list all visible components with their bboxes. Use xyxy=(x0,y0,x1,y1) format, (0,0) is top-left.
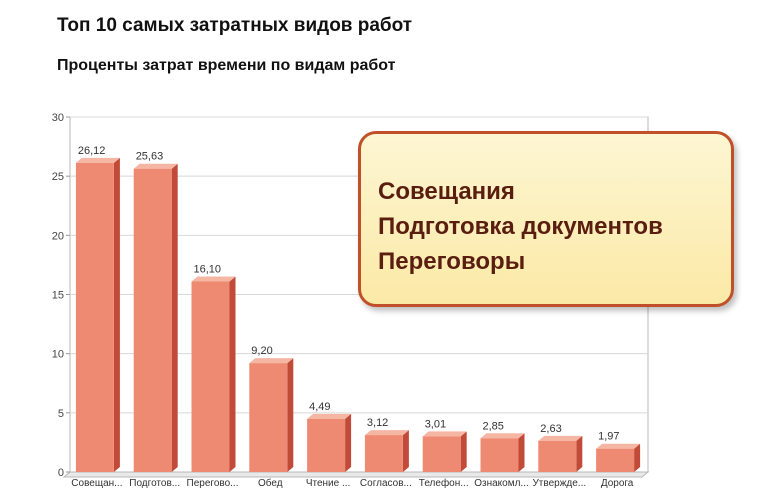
data-label: 2,85 xyxy=(483,420,504,432)
bar-side xyxy=(229,276,236,472)
bar-top xyxy=(307,413,352,419)
bar-top xyxy=(133,163,178,169)
y-tick-label: 15 xyxy=(52,290,64,302)
bar-top xyxy=(596,443,641,449)
x-tick-label: Дорога xyxy=(601,478,634,489)
bar-side xyxy=(113,157,120,472)
y-tick-label: 25 xyxy=(52,171,64,183)
bar-side xyxy=(460,431,467,472)
callout-line-documents: Подготовка документов xyxy=(378,213,663,240)
data-label: 1,97 xyxy=(598,431,619,443)
bar xyxy=(307,418,346,472)
bar xyxy=(75,162,114,472)
bar xyxy=(538,440,577,472)
data-label: 2,63 xyxy=(540,423,561,435)
data-label: 26,12 xyxy=(78,145,106,157)
bar xyxy=(422,436,461,472)
bar-side xyxy=(518,433,525,472)
data-label: 3,12 xyxy=(367,417,388,429)
bar-top xyxy=(75,157,120,163)
bar xyxy=(249,363,288,472)
highlight-callout: Совещания Подготовка документов Перегово… xyxy=(358,131,734,307)
bar-top xyxy=(422,431,467,437)
bar xyxy=(364,435,403,472)
bar-top xyxy=(364,430,409,436)
x-tick-label: Ознакомл... xyxy=(474,478,529,489)
bar-side xyxy=(345,413,352,472)
x-tick-label: Обед xyxy=(258,477,283,489)
bar xyxy=(596,448,635,472)
bar-top xyxy=(249,358,294,364)
chart-subtitle: Проценты затрат времени по видам работ xyxy=(57,57,396,74)
bar xyxy=(191,281,230,472)
y-tick-label: 5 xyxy=(58,408,64,420)
x-tick-label: Перегово... xyxy=(187,478,239,489)
chart-title: Топ 10 самых затратных видов работ xyxy=(57,15,413,36)
bar xyxy=(133,168,172,472)
x-tick-label: Согласов... xyxy=(360,478,412,489)
callout-line-negotiations: Переговоры xyxy=(378,248,526,275)
data-label: 16,10 xyxy=(194,263,222,275)
bar-side xyxy=(576,435,583,472)
y-tick-label: 20 xyxy=(52,230,64,242)
y-tick-label: 10 xyxy=(52,349,64,361)
x-tick-label: Чтение ... xyxy=(306,478,350,489)
data-label: 3,01 xyxy=(425,418,446,430)
x-tick-label: Подготов... xyxy=(129,478,180,489)
bar-side xyxy=(171,163,178,472)
bar-side xyxy=(402,430,409,472)
data-label: 9,20 xyxy=(251,345,272,357)
bar xyxy=(480,438,519,472)
plot-floor xyxy=(62,471,650,478)
callout-line-meetings: Совещания xyxy=(378,178,515,205)
x-tick-label: Утвержде... xyxy=(532,478,586,489)
bar-top xyxy=(480,433,525,439)
x-tick-label: Телефон... xyxy=(419,477,469,489)
bar-top xyxy=(538,435,583,441)
y-tick-label: 30 xyxy=(52,112,64,124)
bar-side xyxy=(634,443,641,472)
bar-side xyxy=(287,358,294,472)
bar-top xyxy=(191,276,236,282)
y-tick-label: 0 xyxy=(58,467,64,479)
data-label: 25,63 xyxy=(136,151,164,163)
data-label: 4,49 xyxy=(309,401,330,413)
x-tick-label: Совещан... xyxy=(71,478,122,489)
